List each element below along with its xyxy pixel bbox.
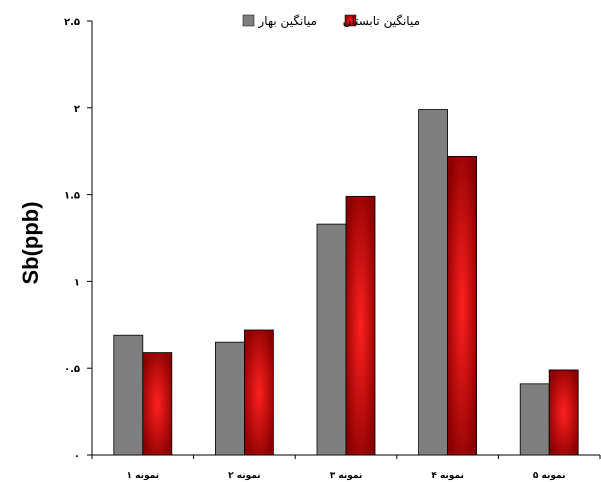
bar-summer-2: [243, 329, 274, 456]
bar-spring-2: [214, 341, 245, 456]
bar-summer-4: [447, 156, 478, 456]
x-category-label: نمونه ۱: [127, 471, 160, 481]
y-axis-label: Sb(ppb): [18, 201, 43, 284]
plot-area: ۰ ۰.۵ ۱ ۱.۵ ۲ ۲.۵ نمونه ۱ نمونه ۲ نمونه ۳ نمونه ۴…: [64, 17, 601, 481]
y-tick-label: ۱: [74, 277, 80, 288]
bar-summer-3: [345, 195, 376, 456]
bar-spring-5: [519, 383, 550, 456]
legend: میانگین تابستان میانگین بهار: [242, 14, 420, 29]
y-tick-label: ۰.۵: [64, 364, 80, 375]
bar-spring-4: [418, 109, 449, 456]
legend-label-summer: میانگین تابستان: [343, 14, 420, 29]
legend-swatch-spring: [242, 14, 255, 27]
x-category-label: نمونه ۴: [431, 471, 464, 481]
x-category-label: نمونه ۵: [533, 471, 566, 481]
y-tick-label: ۱.۵: [64, 191, 80, 202]
bar-spring-3: [316, 223, 347, 456]
legend-label-spring: میانگین بهار: [257, 14, 317, 29]
legend-swatch-summer: [344, 14, 357, 27]
x-category-label: نمونه ۳: [330, 471, 363, 481]
y-tick-label: ۰: [74, 451, 80, 462]
y-tick-label: ۲: [74, 104, 80, 115]
y-tick-label: ۲.۵: [64, 17, 80, 28]
x-category-label: نمونه ۲: [228, 471, 261, 481]
bar-summer-1: [142, 352, 173, 456]
bar-summer-5: [548, 369, 579, 456]
bar-spring-1: [113, 334, 144, 456]
